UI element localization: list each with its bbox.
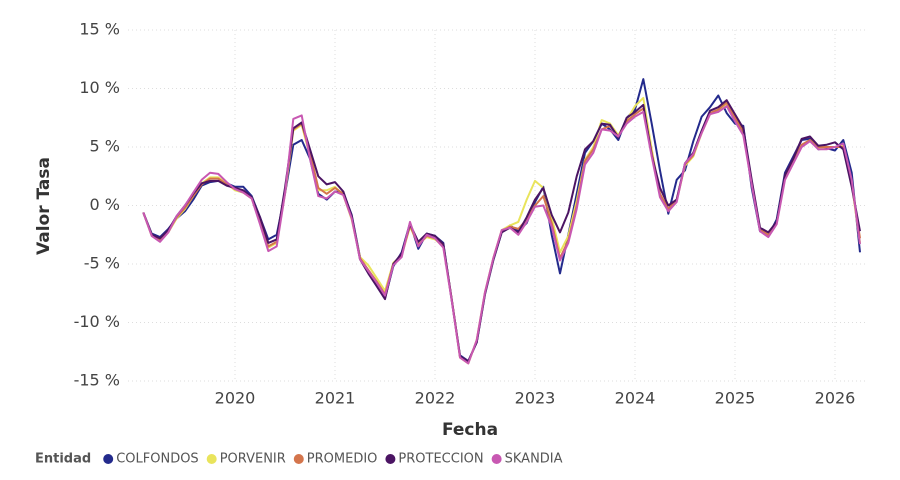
x-tick-label: 2020	[215, 389, 256, 408]
x-axis-title: Fecha	[442, 420, 498, 440]
x-tick-label: 2026	[815, 389, 856, 408]
series-line	[142, 78, 861, 363]
legend-label: PORVENIR	[220, 452, 286, 467]
y-tick-label: 5 %	[90, 137, 120, 156]
legend-marker	[206, 454, 217, 464]
y-tick-label: -15 %	[74, 371, 120, 390]
y-tick-label: -5 %	[84, 254, 120, 273]
x-tick-label: 2024	[615, 389, 656, 408]
legend-label: PROTECCION	[398, 452, 483, 467]
legend-marker	[103, 454, 114, 464]
y-tick-label: 0 %	[90, 195, 120, 214]
y-tick-label: 15 %	[79, 20, 120, 39]
legend-marker	[385, 454, 396, 464]
legend-label: PROMEDIO	[307, 452, 378, 467]
y-tick-label: 10 %	[79, 78, 120, 97]
y-axis-title: Valor Tasa	[34, 157, 54, 255]
x-tick-label: 2025	[715, 389, 756, 408]
y-tick-label: -10 %	[74, 312, 120, 331]
x-tick-label: 2023	[515, 389, 556, 408]
legend-label: SKANDIA	[505, 452, 563, 467]
legend-title: Entidad	[35, 452, 91, 467]
x-tick-label: 2022	[415, 389, 456, 408]
series-line	[142, 105, 861, 365]
x-tick-label: 2021	[315, 389, 356, 408]
legend-marker	[293, 454, 304, 464]
legend-marker	[491, 454, 502, 464]
legend-label: COLFONDOS	[116, 452, 198, 467]
